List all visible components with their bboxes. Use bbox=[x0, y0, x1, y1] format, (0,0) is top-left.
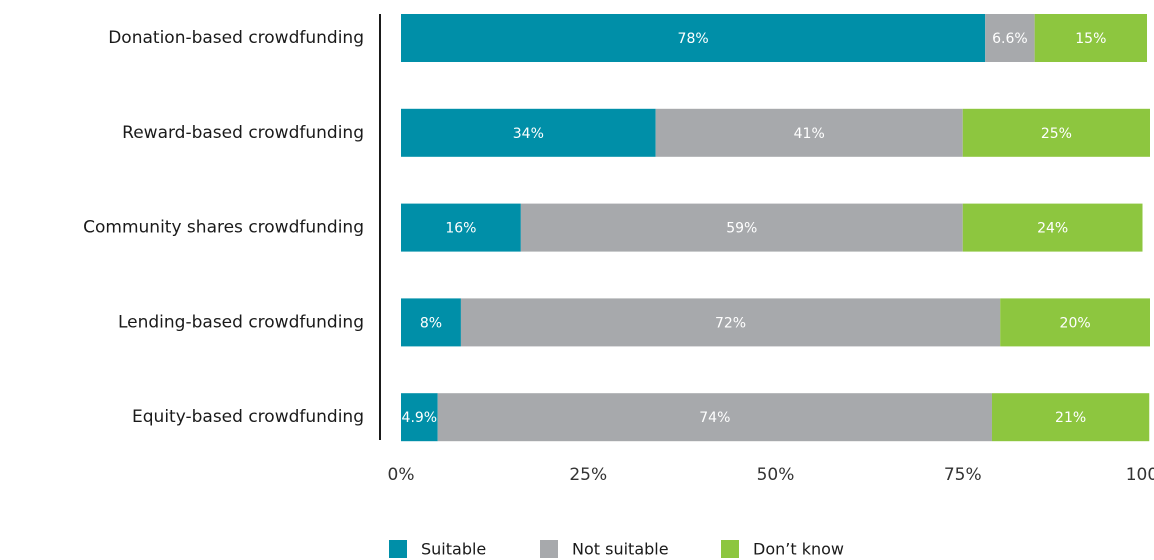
bar-segment bbox=[991, 393, 1150, 442]
category-label: Reward-based crowdfunding bbox=[122, 123, 364, 143]
bar-segment bbox=[401, 14, 986, 62]
category-label: Equity-based crowdfunding bbox=[132, 407, 364, 427]
value-label: 20% bbox=[1060, 315, 1091, 331]
value-label: 25% bbox=[1041, 126, 1072, 142]
x-tick-label: 75% bbox=[944, 465, 982, 485]
x-tick-label: 50% bbox=[757, 465, 795, 485]
bar-segment bbox=[401, 108, 656, 157]
value-label: 21% bbox=[1055, 410, 1086, 426]
x-tick-label: 100% bbox=[1126, 465, 1154, 485]
value-label: 78% bbox=[678, 31, 709, 47]
value-label: 16% bbox=[445, 221, 476, 237]
value-label: 34% bbox=[513, 126, 544, 142]
bar-segment bbox=[401, 393, 438, 442]
value-label: 8% bbox=[420, 315, 442, 331]
value-label: 4.9% bbox=[402, 410, 438, 426]
category-label: Community shares crowdfunding bbox=[83, 218, 364, 238]
bar-segment bbox=[460, 298, 1001, 347]
value-label: 59% bbox=[726, 221, 757, 237]
value-label: 15% bbox=[1075, 31, 1106, 47]
bar-segment bbox=[962, 108, 1150, 157]
bar-segment bbox=[401, 203, 521, 252]
legend-swatch bbox=[721, 540, 739, 558]
legend-swatch bbox=[389, 540, 407, 558]
bar-segment bbox=[401, 298, 461, 347]
value-label: 41% bbox=[794, 126, 825, 142]
x-tick-label: 0% bbox=[388, 465, 415, 485]
bar-segment bbox=[962, 203, 1143, 252]
bar-segment bbox=[655, 108, 963, 157]
legend-swatch bbox=[540, 540, 558, 558]
legend-label: Suitable bbox=[421, 540, 486, 559]
bar-segment bbox=[1000, 298, 1150, 347]
bar-segment bbox=[985, 14, 1035, 62]
category-label: Donation-based crowdfunding bbox=[108, 28, 364, 48]
bar-segment bbox=[437, 393, 992, 442]
value-label: 24% bbox=[1037, 221, 1068, 237]
legend-label: Don’t know bbox=[753, 540, 844, 559]
value-label: 6.6% bbox=[992, 31, 1028, 47]
bar-segment bbox=[1034, 14, 1148, 62]
value-label: 72% bbox=[715, 315, 746, 331]
category-label: Lending-based crowdfunding bbox=[118, 312, 364, 332]
legend-label: Not suitable bbox=[572, 540, 669, 559]
value-label: 74% bbox=[699, 410, 730, 426]
bar-segment bbox=[520, 203, 963, 252]
x-tick-label: 25% bbox=[569, 465, 607, 485]
